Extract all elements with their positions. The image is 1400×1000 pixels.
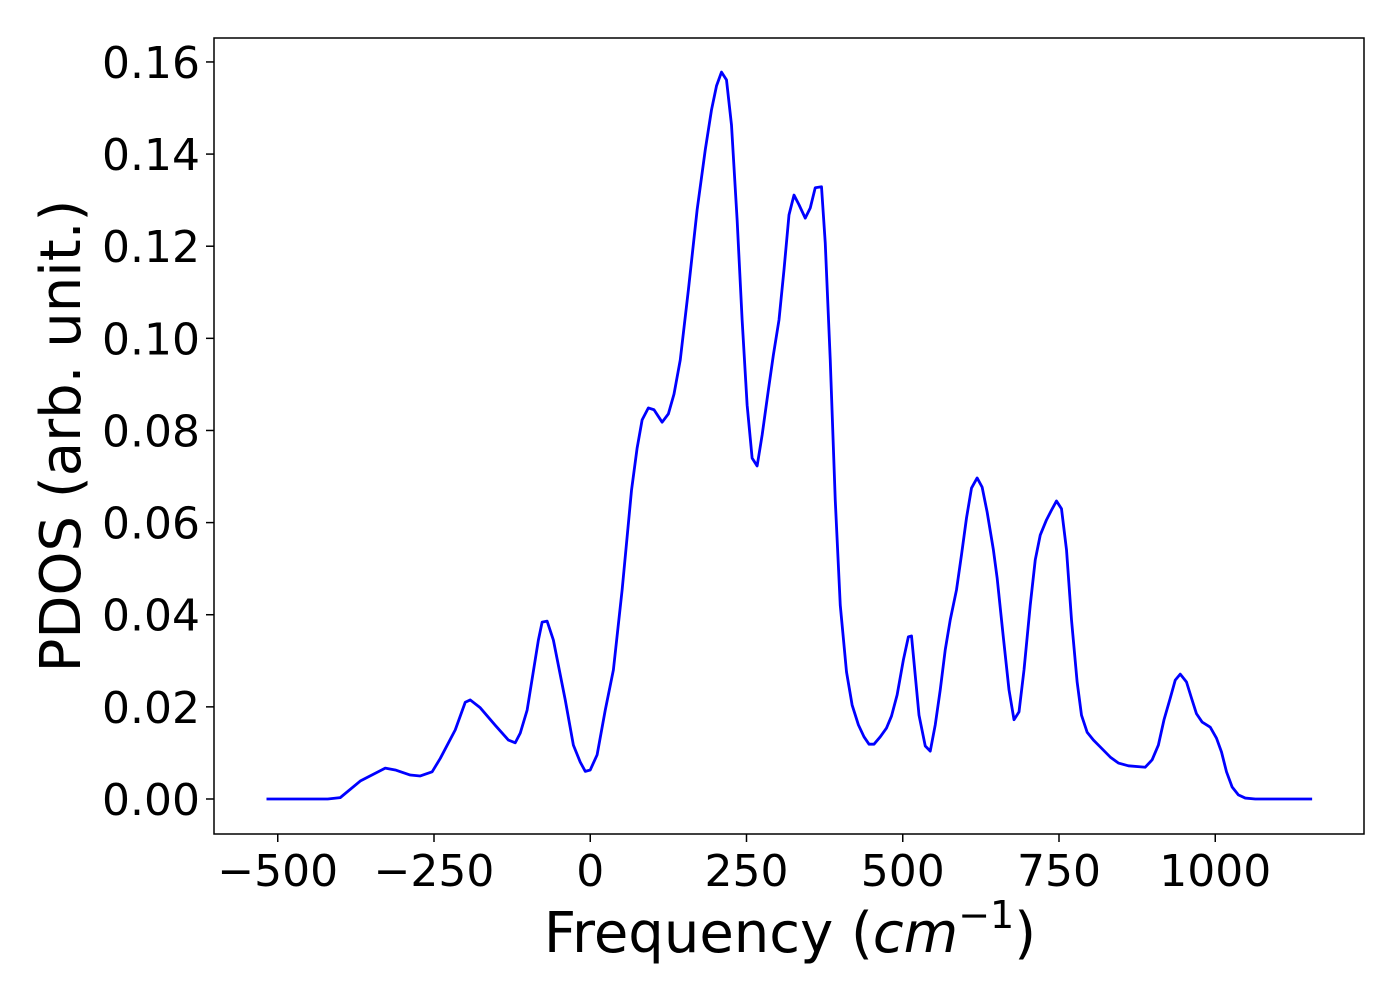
x-tick-label: 0: [576, 846, 604, 897]
plot-frame: [213, 37, 1365, 835]
x-tick-label: −500: [217, 846, 338, 897]
x-tick-label: −250: [374, 846, 495, 897]
y-tick-label: 0.02: [102, 683, 200, 734]
y-tick-label: 0.14: [102, 130, 200, 181]
y-tick-label: 0.12: [102, 222, 200, 273]
y-tick-label: 0.10: [102, 314, 200, 365]
pdos-line: [266, 70, 1313, 801]
x-tick-label: 500: [861, 846, 945, 897]
y-axis-label: PDOS (arb. unit.): [29, 200, 94, 673]
x-tick-label: 250: [705, 846, 789, 897]
y-tick-label: 0.00: [102, 775, 200, 826]
x-tick-label: 750: [1017, 846, 1101, 897]
y-tick-label: 0.06: [102, 499, 200, 550]
x-axis-label: Frequency (cm−1): [544, 893, 1036, 966]
y-tick-label: 0.08: [102, 406, 200, 457]
x-tick-label: 1000: [1159, 846, 1271, 897]
y-tick-label: 0.04: [102, 591, 200, 642]
y-tick-label: 0.16: [102, 38, 200, 89]
